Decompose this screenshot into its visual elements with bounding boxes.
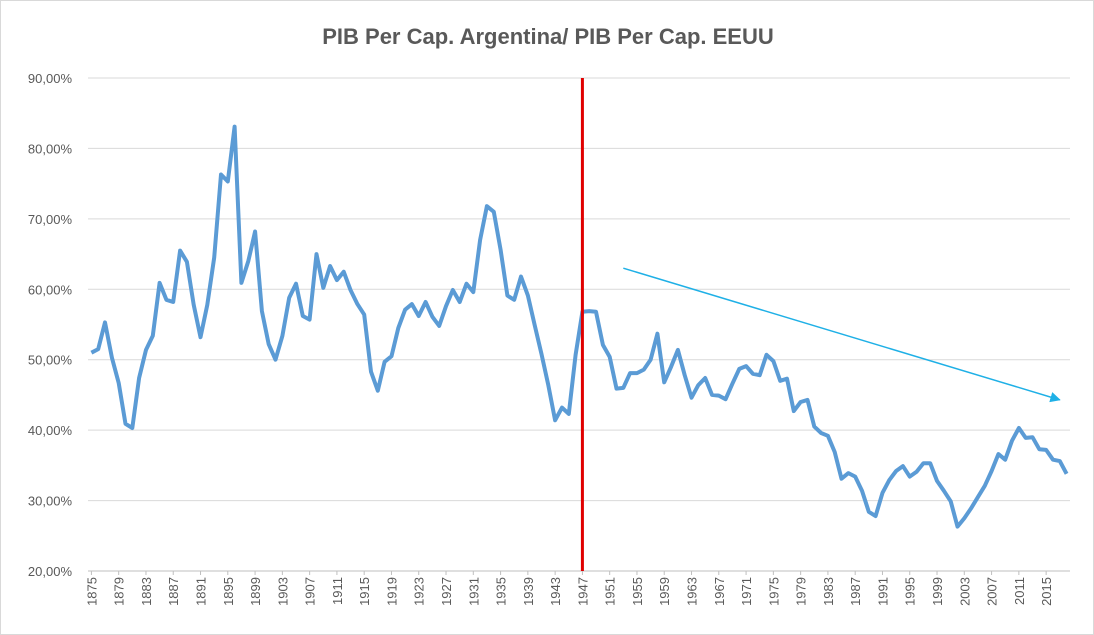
x-tick-label: 1959	[657, 577, 672, 606]
x-tick-label: 1931	[466, 577, 481, 606]
x-tick-label: 1911	[330, 577, 345, 605]
data-line	[90, 124, 1069, 529]
x-tick-label: 1887	[166, 577, 181, 606]
y-tick-label: 70,00%	[28, 212, 73, 227]
x-tick-label: 1947	[575, 577, 590, 606]
x-tick-label: 1923	[412, 577, 427, 606]
y-tick-label: 60,00%	[28, 282, 73, 297]
x-tick-label: 1891	[194, 577, 209, 606]
y-tick-label: 40,00%	[28, 423, 73, 438]
x-tick-label: 1999	[930, 577, 945, 606]
x-tick-label: 1879	[112, 577, 127, 606]
x-tick-label: 1883	[139, 577, 154, 606]
x-tick-label: 1987	[848, 577, 863, 606]
x-tick-label: 1979	[794, 577, 809, 606]
x-tick-label: 1875	[84, 577, 99, 606]
x-tick-label: 1951	[603, 577, 618, 606]
x-tick-label: 1991	[875, 577, 890, 606]
y-tick-label: 90,00%	[28, 71, 73, 86]
x-tick-label: 1915	[357, 577, 372, 606]
x-tick-label: 1935	[494, 577, 509, 606]
x-tick-label: 2007	[985, 577, 1000, 606]
chart-title: PIB Per Cap. Argentina/ PIB Per Cap. EEU…	[322, 24, 774, 49]
x-tick-label: 1971	[739, 577, 754, 606]
y-tick-label: 80,00%	[28, 141, 73, 156]
x-tick-label: 1967	[712, 577, 727, 606]
y-tick-label: 50,00%	[28, 353, 73, 368]
x-tick-label: 1963	[685, 577, 700, 606]
x-tick-label: 1995	[903, 577, 918, 606]
y-tick-label: 20,00%	[28, 564, 73, 579]
x-tick-label: 1907	[303, 577, 318, 606]
x-tick-label: 2011	[1012, 577, 1027, 605]
x-tick-label: 1975	[766, 577, 781, 606]
x-tick-label: 1903	[275, 577, 290, 606]
x-tick-label: 2003	[957, 577, 972, 606]
y-tick-label: 30,00%	[28, 494, 73, 509]
x-tick-label: 1939	[521, 577, 536, 606]
x-tick-label: 2015	[1039, 577, 1054, 606]
x-tick-label: 1919	[384, 577, 399, 606]
x-tick-label: 1899	[248, 577, 263, 606]
trend-arrow	[623, 267, 1061, 403]
x-tick-label: 1895	[221, 577, 236, 606]
x-tick-label: 1955	[630, 577, 645, 606]
x-tick-label: 1983	[821, 577, 836, 606]
x-tick-label: 1927	[439, 577, 454, 606]
x-tick-label: 1943	[548, 577, 563, 606]
